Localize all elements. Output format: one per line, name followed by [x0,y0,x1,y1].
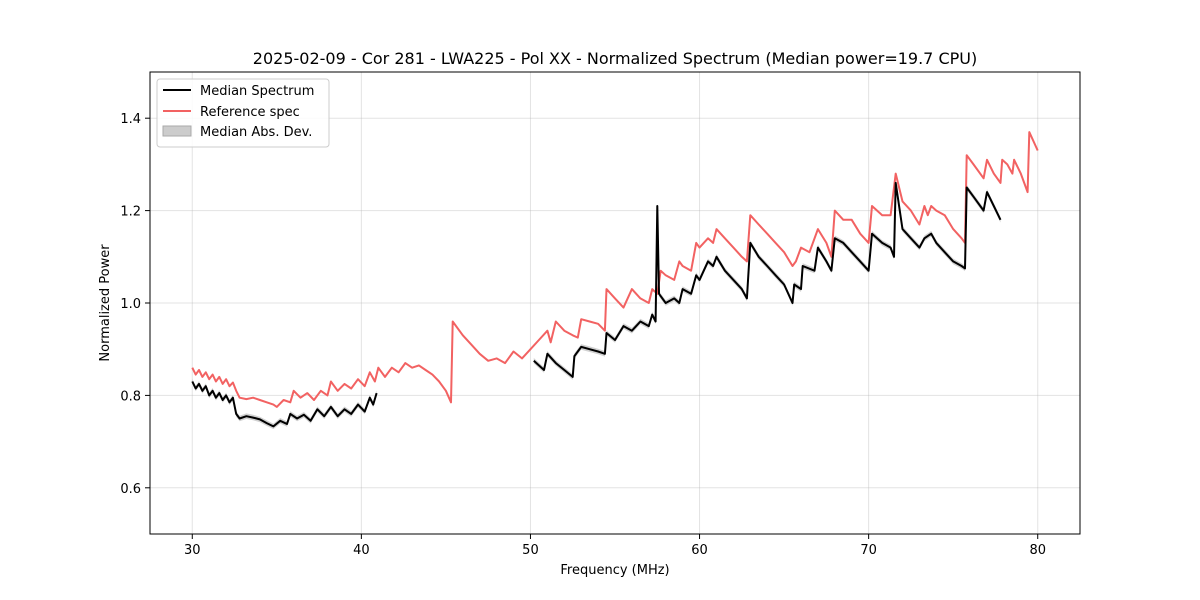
legend: Median Spectrum Reference spec Median Ab… [156,78,330,148]
y-axis-ticks: 0.6 0.8 1.0 1.2 1.4 [120,112,150,497]
x-tick-label: 30 [184,543,201,558]
y-tick-label: 0.6 [120,482,141,497]
x-tick-label: 70 [860,543,877,558]
median-spectrum-line [533,181,1002,378]
legend-median-label: Median Spectrum [200,84,314,99]
x-axis-label: Frequency (MHz) [560,563,669,578]
chart-title: 2025-02-09 - Cor 281 - LWA225 - Pol XX -… [253,49,977,68]
y-axis-label: Normalized Power [98,244,113,362]
legend-mad-label: Median Abs. Dev. [200,125,312,140]
x-axis-ticks: 30 40 50 60 70 80 [184,534,1046,558]
y-tick-label: 0.8 [120,389,141,404]
y-tick-label: 1.4 [120,112,141,127]
median-spectrum-line [191,381,378,428]
mad-band-layer [192,180,1001,430]
x-tick-label: 50 [522,543,539,558]
legend-mad-swatch [162,125,192,137]
y-tick-label: 1.0 [120,297,141,312]
legend-box [156,78,330,148]
x-tick-label: 40 [353,543,370,558]
legend-reference-label: Reference spec [200,105,300,120]
reference-spec-line [191,131,1039,408]
y-tick-label: 1.2 [120,205,141,220]
series-layer [191,131,1039,428]
x-tick-label: 80 [1029,543,1046,558]
x-tick-label: 60 [691,543,708,558]
